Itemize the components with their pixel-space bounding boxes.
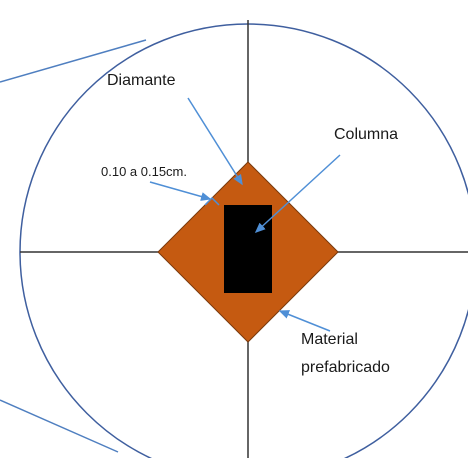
columna-label: Columna [334, 126, 398, 143]
diamante-arrow [187, 97, 243, 186]
gap-label: 0.10 a 0.15cm. [101, 164, 187, 179]
lower-side-line [0, 399, 119, 453]
gap-arrow [149, 181, 212, 201]
material-label-line2: prefabricado [301, 359, 390, 376]
gap-bracket [204, 196, 220, 206]
material-arrow [278, 310, 331, 332]
column-rectangle [224, 205, 272, 293]
diamante-label: Diamante [107, 72, 176, 89]
columna-arrow [254, 154, 341, 234]
material-label-line1: Material [301, 331, 358, 348]
upper-side-line [0, 39, 147, 83]
